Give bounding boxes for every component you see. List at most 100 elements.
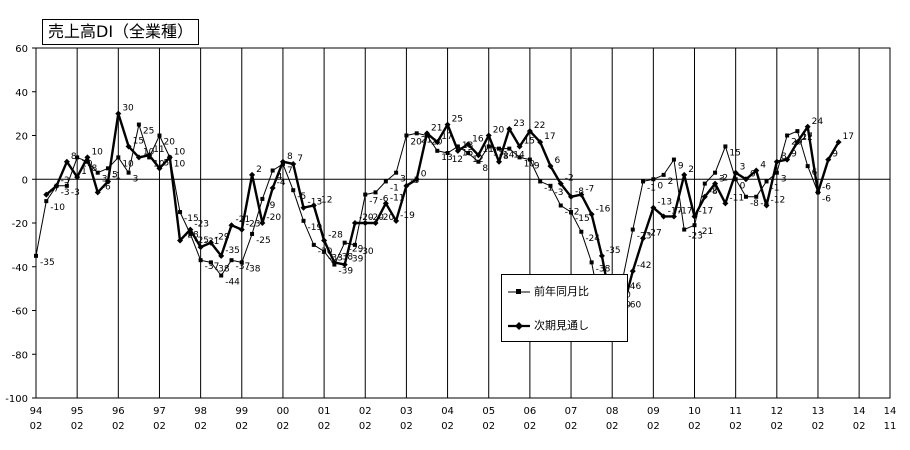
- data-label: -39: [338, 267, 353, 277]
- data-point-square: [64, 183, 69, 188]
- data-point-square: [702, 181, 707, 186]
- data-point-diamond: [187, 226, 194, 233]
- data-point-diamond: [681, 171, 688, 178]
- data-point-square: [764, 179, 769, 184]
- x-tick-label-year: 06: [524, 406, 537, 417]
- data-point-diamond: [218, 252, 225, 259]
- x-tick-label-year: 08: [606, 406, 619, 417]
- x-tick-label-year: 98: [194, 406, 207, 417]
- data-point-square: [497, 146, 502, 151]
- data-label: -20: [359, 213, 374, 223]
- data-label: 24: [812, 117, 824, 127]
- data-label: 9: [832, 150, 838, 160]
- data-label: 11: [482, 145, 493, 155]
- data-label: 17: [843, 132, 854, 142]
- data-label: 3: [133, 175, 139, 185]
- x-tick-label-year: 00: [277, 406, 290, 417]
- data-point-diamond: [784, 156, 791, 163]
- x-tick-label-month: 02: [729, 421, 742, 432]
- x-tick-label-year: 11: [729, 406, 742, 417]
- data-point-square: [785, 133, 790, 138]
- data-point-diamond: [341, 261, 348, 268]
- x-tick-label-year: 10: [688, 406, 701, 417]
- data-label: -13: [308, 198, 323, 208]
- data-label: -12: [771, 196, 786, 206]
- data-label: 8: [71, 152, 77, 162]
- data-point-diamond: [742, 176, 749, 183]
- data-point-diamond: [804, 123, 811, 130]
- data-point-diamond: [177, 237, 184, 244]
- data-label: -1: [390, 183, 399, 193]
- x-tick-label-year: 14: [853, 406, 866, 417]
- data-label: 9: [678, 162, 684, 172]
- data-point-square: [270, 168, 275, 173]
- data-point-diamond: [43, 191, 50, 198]
- data-point-diamond: [650, 204, 657, 211]
- data-point-diamond: [197, 244, 204, 251]
- data-label: -16: [596, 204, 611, 214]
- data-label: -23: [194, 220, 209, 230]
- data-label: -19: [400, 211, 415, 221]
- data-label: 2: [688, 165, 694, 175]
- data-label: 10: [143, 147, 155, 157]
- data-label: 4: [277, 173, 283, 183]
- data-label: -3: [71, 188, 80, 198]
- x-tick-label-year: 96: [112, 406, 125, 417]
- data-point-square: [260, 196, 265, 201]
- x-tick-label-month: 02: [688, 421, 701, 432]
- data-point-diamond: [403, 182, 410, 189]
- data-point-diamond: [568, 193, 575, 200]
- legend-swatch-thick-diamond: [508, 322, 530, 330]
- data-label: 5: [163, 158, 169, 168]
- data-point-square: [527, 157, 532, 162]
- x-tick-label-year: 12: [770, 406, 783, 417]
- data-point-diamond: [660, 213, 667, 220]
- data-label: -1: [112, 171, 121, 181]
- data-point-diamond: [300, 204, 307, 211]
- data-point-square: [754, 194, 759, 199]
- data-point-square: [322, 249, 327, 254]
- x-tick-label-month: 02: [524, 421, 537, 432]
- x-tick-label-year: 95: [71, 406, 84, 417]
- data-point-square: [34, 253, 38, 258]
- data-label: -29: [215, 233, 230, 243]
- data-point-square: [558, 203, 563, 208]
- data-point-square: [445, 151, 450, 155]
- data-label: 10: [91, 147, 103, 157]
- data-label: -35: [606, 246, 621, 256]
- data-point-square: [178, 210, 183, 215]
- data-label: -9: [266, 201, 275, 211]
- data-point-square: [486, 144, 491, 149]
- data-label: -11: [729, 193, 744, 203]
- x-tick-label-year: 13: [812, 406, 825, 417]
- legend-label-2: 次期見通し: [534, 319, 589, 332]
- data-point-square: [476, 159, 481, 164]
- data-label: 21: [431, 123, 442, 133]
- data-point-diamond: [825, 156, 832, 163]
- data-point-diamond: [259, 220, 266, 226]
- data-point-diamond: [454, 147, 461, 154]
- data-point-diamond: [362, 220, 369, 226]
- data-label: 3: [740, 163, 746, 173]
- y-tick-label: -80: [12, 350, 28, 361]
- data-label: -24: [585, 234, 600, 244]
- data-point-square: [651, 177, 656, 182]
- data-point-square: [538, 179, 543, 184]
- data-point-diamond: [722, 200, 729, 207]
- data-label: -2: [565, 174, 574, 184]
- data-point-diamond: [691, 213, 698, 220]
- data-label: 22: [534, 121, 545, 131]
- data-point-square: [641, 179, 646, 184]
- data-point-diamond: [269, 185, 276, 191]
- x-tick-label-month: 02: [441, 421, 454, 432]
- data-point-square: [805, 164, 810, 169]
- data-point-diamond: [135, 154, 142, 161]
- data-point-square: [363, 192, 368, 197]
- data-point-square: [383, 179, 388, 184]
- data-label: 3: [781, 175, 787, 185]
- data-label: 7: [297, 154, 303, 164]
- data-label: -23: [246, 220, 261, 230]
- legend-swatch-thin-square: [508, 289, 530, 294]
- data-label: -8: [709, 187, 718, 197]
- x-tick-label-year: 99: [235, 406, 248, 417]
